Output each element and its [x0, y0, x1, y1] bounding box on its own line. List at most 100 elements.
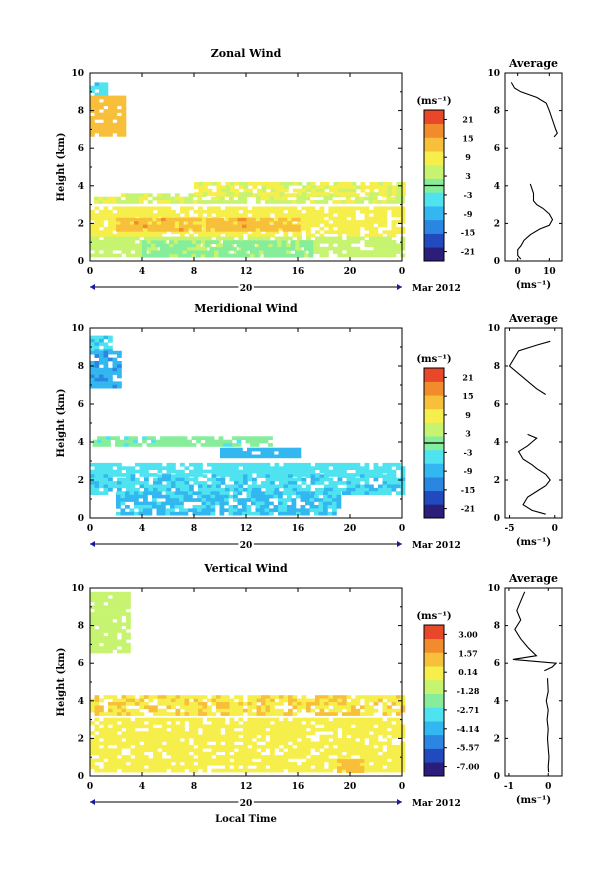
colorbar-tick-label: 3 [465, 171, 471, 181]
heatmap-cell [310, 474, 316, 478]
heatmap-cell [373, 246, 379, 251]
heatmap-cell [274, 755, 280, 759]
heatmap-cell [328, 462, 334, 467]
heatmap-cell [198, 213, 203, 217]
heatmap-cell [318, 511, 324, 516]
heatmap-cell [342, 474, 347, 478]
heatmap-cell [346, 487, 352, 492]
heatmap-cell [139, 213, 145, 217]
heatmap-cell [99, 591, 104, 596]
heatmap-cell [342, 702, 347, 706]
heatmap-cell [350, 765, 356, 770]
heatmap-cell [166, 209, 172, 214]
heatmap-cell [121, 109, 127, 113]
heatmap-cell [108, 335, 113, 340]
heatmap-cell [332, 505, 337, 509]
heatmap-cell [117, 724, 122, 729]
heatmap-cell [224, 221, 229, 225]
heatmap-cell [387, 192, 393, 196]
heatmap-cell [135, 741, 140, 746]
heatmap-cell [94, 236, 100, 241]
heatmap-cell [174, 501, 180, 506]
heatmap-cell [151, 240, 156, 244]
heatmap-cell [382, 466, 388, 470]
heatmap-cell [174, 498, 180, 502]
heatmap-cell [103, 466, 109, 470]
heatmap-cell [90, 741, 95, 746]
heatmap-cell [90, 230, 95, 234]
heatmap-cell [130, 469, 136, 474]
heatmap-cell [234, 721, 239, 725]
heatmap-cell [121, 702, 127, 706]
heatmap-cell [156, 491, 162, 496]
heatmap-cell [252, 731, 257, 735]
heatmap-cell [360, 721, 365, 725]
y-tick-label: 10 [71, 584, 84, 594]
heatmap-cell [299, 253, 305, 258]
heatmap-cell [400, 213, 406, 217]
heatmap-cell [215, 494, 220, 499]
heatmap-cell [94, 758, 100, 763]
heatmap-cell [229, 712, 235, 716]
heatmap-cell [319, 695, 325, 699]
heatmap-cell [237, 224, 243, 229]
heatmap-cell [318, 505, 324, 509]
heatmap-cell [250, 243, 255, 248]
heatmap-cell [396, 226, 401, 231]
heatmap-cell [103, 731, 109, 735]
heatmap-cell [373, 734, 379, 739]
heatmap-cell [350, 762, 356, 767]
heatmap-cell [309, 200, 315, 204]
heatmap-cell [139, 751, 145, 756]
heatmap-cell [396, 182, 402, 186]
colorbar-segment [424, 638, 444, 653]
heatmap-cell [188, 494, 193, 499]
heatmap-cell [202, 758, 208, 763]
heatmap-cell [251, 217, 256, 222]
heatmap-cell [261, 738, 266, 742]
heatmap-cell [198, 708, 203, 713]
heatmap-cell [99, 598, 104, 603]
heatmap-cell [382, 474, 388, 478]
heatmap-cell [90, 95, 95, 100]
heatmap-cell [297, 487, 302, 492]
heatmap-cell [180, 751, 185, 756]
heatmap-cell [256, 705, 262, 710]
heatmap-cell [336, 200, 342, 204]
heatmap-cell [139, 765, 145, 769]
heatmap-cell [189, 236, 194, 241]
heatmap-cell [126, 741, 131, 746]
date-label: Mar 2012 [412, 284, 461, 294]
heatmap-cell [130, 768, 136, 773]
heatmap-cell [310, 220, 316, 224]
heatmap-cell [180, 206, 185, 211]
heatmap-cell [261, 206, 266, 211]
heatmap-cell [90, 350, 95, 355]
heatmap-cell [269, 196, 275, 201]
heatmap-cell [225, 233, 230, 238]
heatmap-cell [211, 462, 217, 467]
heatmap-cell [157, 474, 163, 478]
heatmap-cell [301, 223, 307, 228]
heatmap-cell [342, 705, 347, 710]
heatmap-cell [288, 738, 293, 742]
heatmap-cell [382, 230, 388, 234]
heatmap-cell [382, 734, 388, 739]
heatmap-cell [323, 501, 328, 506]
heatmap-cell [261, 744, 266, 749]
heatmap-cell [165, 221, 171, 225]
heatmap-cell [400, 748, 406, 752]
heatmap-cell [283, 758, 289, 763]
heatmap-cell [350, 769, 356, 773]
heatmap-cell [237, 196, 243, 201]
heatmap-cell [103, 717, 109, 722]
heatmap-cell [297, 768, 302, 773]
heatmap-cell [90, 708, 95, 713]
heatmap-cell [153, 487, 158, 492]
heatmap-cell [193, 246, 199, 251]
heatmap-cell [301, 213, 307, 217]
heatmap-cell [282, 224, 288, 229]
heatmap-cell [166, 695, 172, 699]
heatmap-cell [164, 443, 170, 447]
heatmap-cell [108, 243, 113, 248]
